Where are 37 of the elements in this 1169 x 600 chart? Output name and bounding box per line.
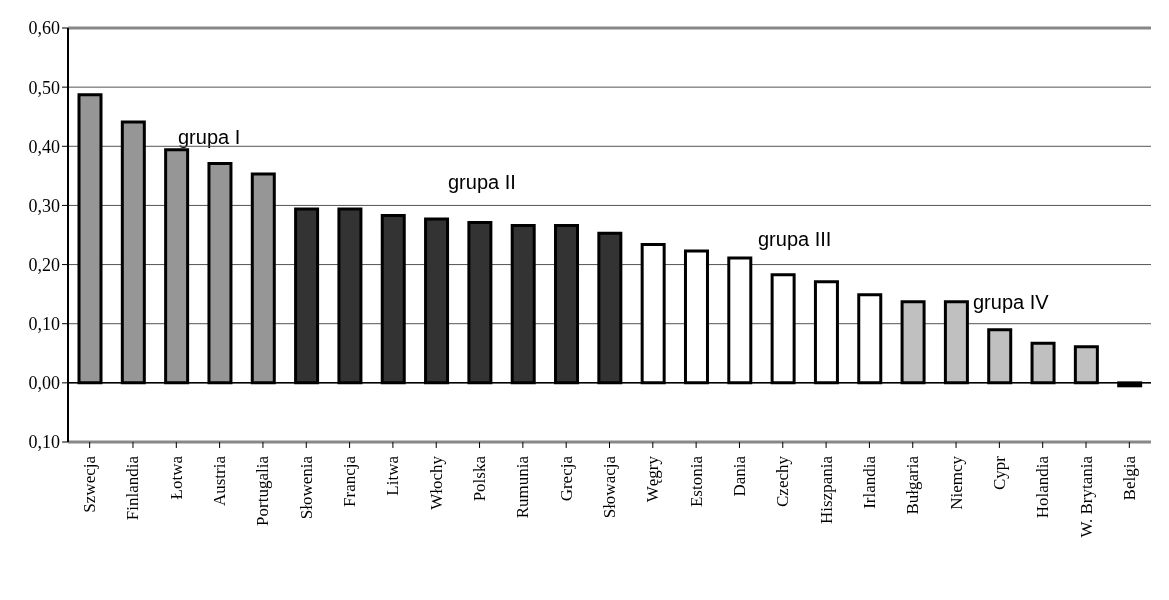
y-tick-label: 0,60 (28, 18, 60, 39)
y-tick-label: 0,40 (28, 136, 60, 157)
x-tick-label: Austria (210, 455, 230, 507)
y-tick-label: 0,00 (28, 373, 60, 394)
annotation: grupa I (178, 126, 241, 149)
x-tick-label: W. Brytania (1076, 455, 1096, 538)
x-tick-label: Polska (470, 455, 490, 502)
x-tick-label: Litwa (383, 455, 403, 496)
x-tick-label: Niemcy (946, 455, 966, 510)
x-tick-label: Estonia (686, 455, 706, 507)
x-tick-label: Francja (340, 455, 360, 507)
x-tick-label: Grecja (556, 455, 576, 502)
x-tick-label: Szwecja (80, 455, 100, 513)
y-tick-label: 0,50 (28, 77, 60, 98)
annotation: grupa II (448, 171, 516, 194)
x-tick-label: Włochy (426, 455, 446, 510)
x-tick-label: Irlandia (859, 455, 879, 509)
y-tick-label: 0,10 (28, 432, 60, 453)
x-tick-label: Słowacja (600, 455, 619, 519)
x-tick-label: Hiszpania (816, 455, 836, 524)
x-tick-label: Cypr (989, 455, 1009, 490)
x-tick-label: Portugalia (253, 455, 273, 526)
x-tick-label: Węgry (643, 455, 663, 503)
y-tick-label: 0,10 (28, 314, 60, 335)
x-tick-label: Finlandia (123, 455, 143, 521)
x-tick-label: Słowenia (296, 455, 316, 520)
y-tick-label: 0,30 (28, 195, 60, 216)
x-tick-label: Bułgaria (903, 455, 923, 515)
x-tick-label: Holandia (1033, 455, 1053, 519)
x-tick-label: Łotwa (166, 455, 186, 500)
x-tick-label: Belgia (1119, 455, 1139, 501)
annotation: grupa IV (973, 291, 1049, 314)
x-tick-label: Rumunia (513, 455, 533, 519)
x-tick-label: Dania (729, 455, 749, 497)
x-tick-label: Czechy (773, 455, 793, 507)
y-tick-label: 0,20 (28, 254, 60, 275)
annotation: grupa III (758, 228, 832, 251)
